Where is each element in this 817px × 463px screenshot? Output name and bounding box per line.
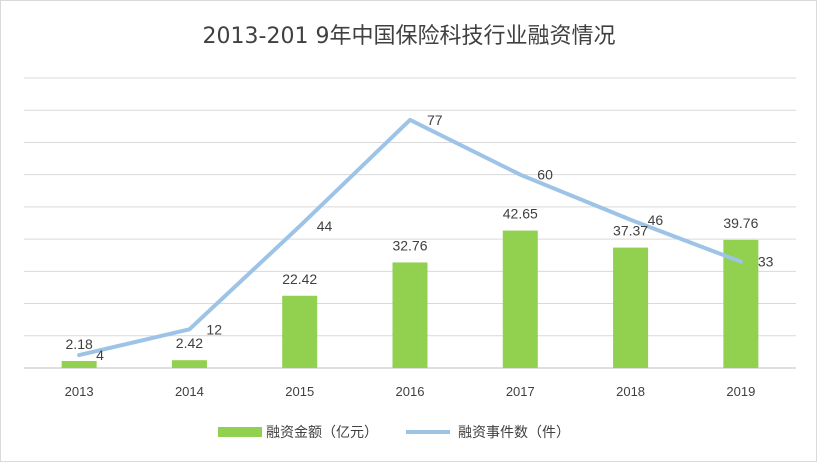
x-tick-label: 2016 [396,384,425,399]
bar-value-label: 22.42 [282,271,317,287]
bar-2013 [61,360,97,368]
line-point-2019 [740,261,742,263]
bar-value-label: 37.37 [613,223,648,239]
line-point-2017 [519,174,521,176]
bar-value-label: 2.42 [176,335,203,351]
line-point-2013 [78,354,80,356]
bar-value-label: 42.65 [503,206,538,222]
data-labels: 2.18 2.42 22.42 32.76 42.65 37.37 39.76 4 12 44 77… [66,112,774,363]
bar-value-label: 32.76 [392,237,427,253]
line-point-2014 [188,328,190,330]
x-tick-label: 2019 [726,384,755,399]
x-axis-ticks: 2013 2014 2015 2016 2017 2018 2019 [65,384,756,399]
legend: 融资金额（亿元） 融资事件数（件） [218,425,570,441]
bar-2017 [502,230,538,368]
line-value-label: 60 [537,167,553,183]
line-value-label: 77 [427,112,443,128]
line-point-2018 [630,219,632,221]
bar-2015 [282,295,318,368]
line-value-label: 46 [648,212,664,228]
x-tick-label: 2017 [506,384,535,399]
x-tick-label: 2018 [616,384,645,399]
legend-line-label: 融资事件数（件） [458,425,570,441]
line-series [77,117,743,358]
line-value-label: 44 [317,218,333,234]
bar-series [61,230,759,368]
bar-value-label: 39.76 [723,215,758,231]
bar-2014 [171,360,207,368]
line-point-2015 [299,225,301,227]
line-value-label: 33 [758,254,774,270]
gridlines [24,77,796,369]
chart-title: 2013-201 9年中国保险科技行业融资情况 [203,24,616,49]
line-point-2016 [409,119,411,121]
legend-bar-label: 融资金额（亿元） [266,425,378,441]
line-value-label: 4 [96,347,104,363]
bar-value-label: 2.18 [66,336,93,352]
x-tick-label: 2014 [175,384,204,399]
x-tick-label: 2013 [65,384,94,399]
line-value-label: 12 [206,321,222,337]
bar-2016 [392,262,428,368]
x-tick-label: 2015 [285,384,314,399]
bar-2018 [613,247,649,368]
legend-bar-swatch [218,427,262,437]
